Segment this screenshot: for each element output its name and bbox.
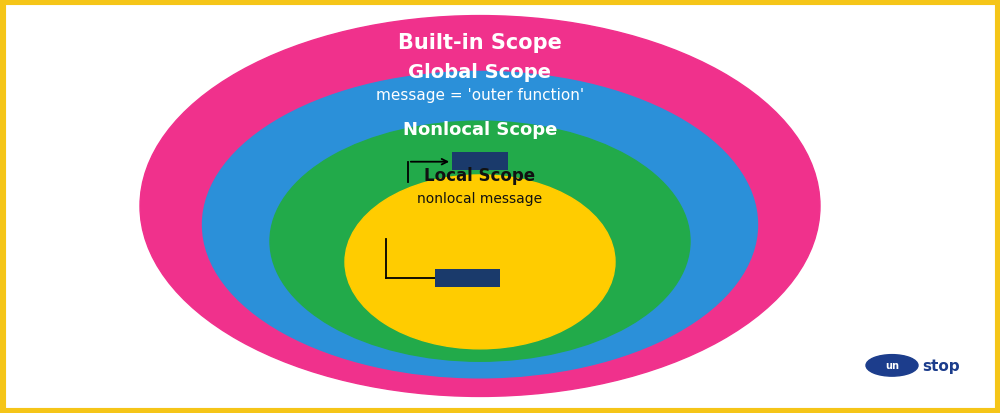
Ellipse shape (202, 72, 758, 378)
Text: Local Scope: Local Scope (424, 166, 536, 185)
Text: un: un (885, 361, 899, 370)
Ellipse shape (140, 17, 820, 396)
Text: Global Scope: Global Scope (409, 63, 552, 82)
Text: message = 'outer function': message = 'outer function' (376, 88, 584, 102)
Text: nonlocal message: nonlocal message (417, 191, 543, 205)
Ellipse shape (345, 176, 615, 349)
Text: stop: stop (922, 358, 960, 373)
Bar (435, 269, 500, 287)
Text: Nonlocal Scope: Nonlocal Scope (403, 121, 557, 139)
Ellipse shape (270, 122, 690, 361)
Text: Built-in Scope: Built-in Scope (398, 33, 562, 53)
Bar (452, 153, 508, 171)
Circle shape (866, 355, 918, 376)
